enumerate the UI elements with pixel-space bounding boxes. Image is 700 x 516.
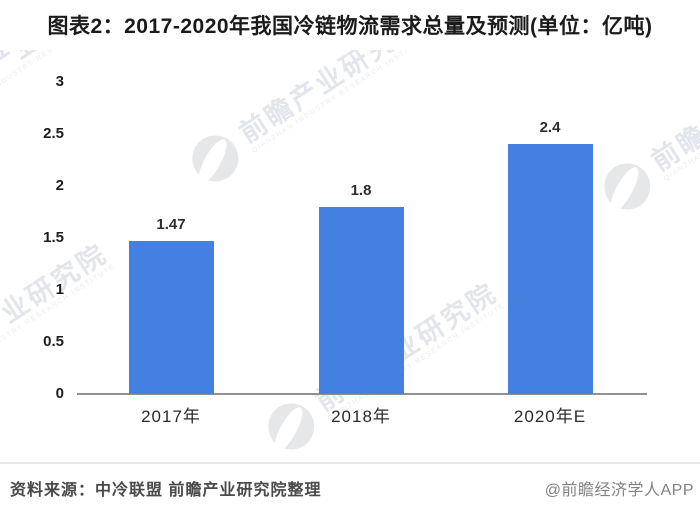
y-tick-label: 2: [55, 177, 64, 194]
x-tick-label: 2018年: [331, 407, 391, 426]
bar-2020年E: [507, 144, 593, 394]
page-title: 图表2：2017-2020年我国冷链物流需求总量及预测(单位：亿吨): [47, 15, 653, 38]
y-tick-label: 2.5: [43, 125, 64, 142]
y-tick-label: 1: [55, 281, 64, 298]
x-tick-label: 2020年E: [513, 407, 587, 426]
x-tick-label: 2017年: [141, 407, 201, 426]
y-tick-label: 3: [55, 73, 64, 90]
y-tick-label: 0.5: [43, 333, 64, 350]
credit-text: @前瞻经济学人APP: [544, 482, 694, 499]
bar-2017年: [128, 241, 214, 394]
x-axis-line: [77, 393, 647, 395]
bar-2018年: [318, 207, 404, 394]
plot-area: 0 0.5 1 1.5 2 2.5 3 1.47 2017年 1.8 2018年 2.4 2020年E: [43, 73, 647, 426]
y-tick-label: 1.5: [43, 229, 64, 246]
y-tick-label: 0: [55, 385, 64, 402]
bar-value-label: 1.47: [156, 216, 186, 233]
bar-value-label: 2.4: [539, 119, 561, 136]
source-text: 资料来源：中冷联盟 前瞻产业研究院整理: [10, 482, 322, 499]
bar-value-label: 1.8: [350, 182, 372, 199]
footer-divider: [0, 462, 700, 464]
footer: 资料来源：中冷联盟 前瞻产业研究院整理 @前瞻经济学人APP: [0, 474, 700, 504]
